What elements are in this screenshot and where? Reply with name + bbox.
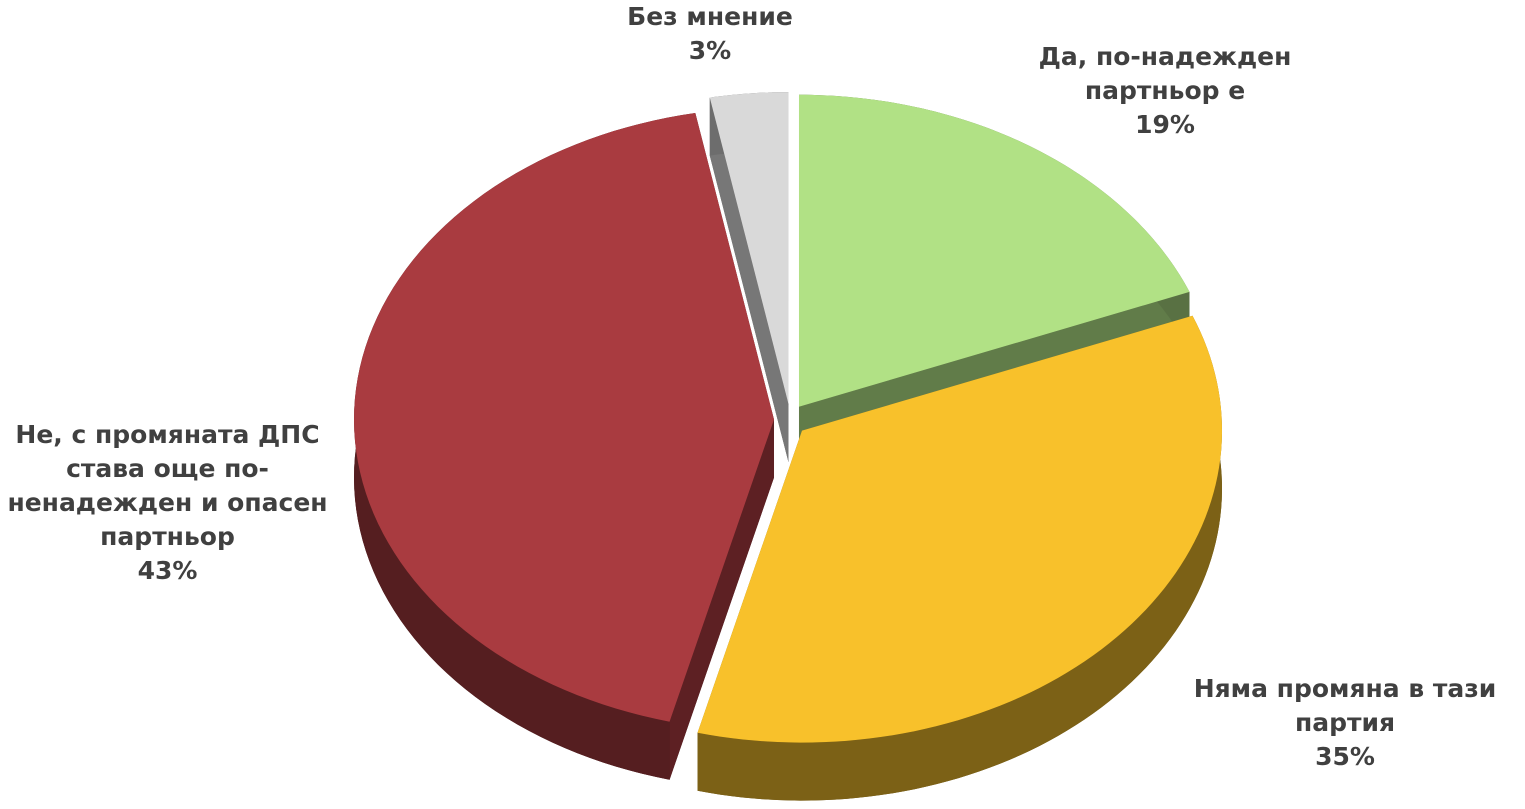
slice-wall: [709, 97, 789, 463]
slice: [798, 94, 1190, 407]
slice: [709, 92, 789, 405]
data-label: Да, по-надежден партньор е 19%: [985, 40, 1345, 142]
value-label: 19%: [1135, 110, 1195, 139]
data-label: Не, с промяната ДПС става още по-ненадеж…: [0, 418, 335, 588]
value-label: 3%: [688, 36, 732, 65]
category-label: Няма промяна в тази партия: [1193, 674, 1497, 737]
slice-wall: [669, 419, 775, 780]
value-label: 43%: [137, 556, 198, 585]
slice-side: [697, 315, 1222, 801]
category-label: Без мнение: [627, 2, 793, 31]
data-label: Без мнение 3%: [560, 0, 860, 68]
category-label: Да, по-надежден партньор е: [1038, 42, 1292, 105]
category-label: Не, с промяната ДПС става още по-ненадеж…: [7, 420, 328, 551]
data-label: Няма промяна в тази партия 35%: [1165, 672, 1525, 774]
slice: [697, 315, 1222, 743]
value-label: 35%: [1315, 742, 1375, 771]
slice: [354, 113, 775, 722]
